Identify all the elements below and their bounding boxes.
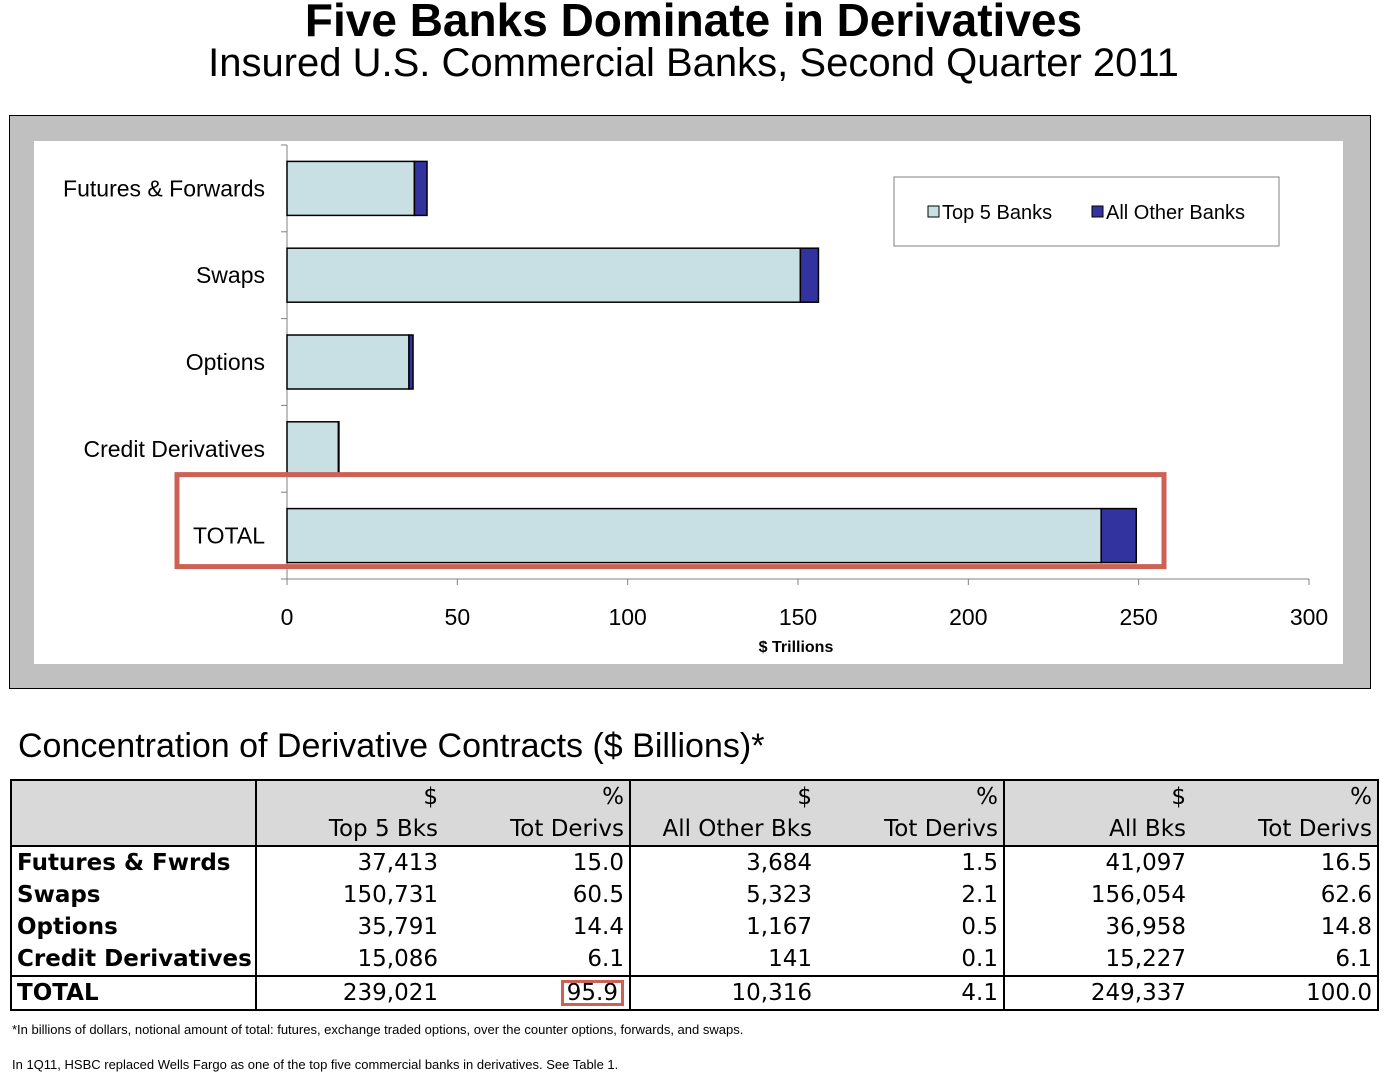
highlight-box: 95.9 [560,980,624,1006]
row-label: Swaps [10,879,257,911]
x-axis-title: $ Trillions [759,639,834,656]
bar-top5-banks [286,507,1102,564]
chart-title: Five Banks Dominate in Derivatives [304,0,1083,46]
chart-subtitle: Insured U.S. Commercial Banks, Second Qu… [208,41,1179,85]
legend-label: Top 5 Banks [942,202,1052,224]
header-cell: $ [630,779,817,813]
category-label: TOTAL [193,523,265,549]
table-row: Options 35,791 14.4 1,167 0.5 36,958 14.… [10,911,1379,943]
table-cell: 1.5 [817,846,1005,879]
header-cell: % [817,779,1005,813]
row-label: Futures & Fwrds [10,846,257,879]
footnote-1: *In billions of dollars, notional amount… [12,1022,744,1037]
table-cell: 62.6 [1191,879,1379,911]
row-label: Options [10,911,257,943]
chart-frame: 0 50 100 150 200 250 300 $ Trillions Futures & F… [9,115,1371,689]
table-cell: 0.1 [817,943,1005,976]
bar-top5-banks [286,247,802,303]
highlighted-cell: 95.9 [443,975,631,1011]
legend-swatch [1091,205,1104,218]
header-cell: Tot Derivs [443,813,631,847]
table-header-row-currency: $ % $ % $ % [10,779,1379,813]
x-tick-label: 50 [445,604,471,630]
table-cell: 156,054 [1090,882,1186,908]
table-cell: 60.5 [443,879,631,911]
table-cell: 15.0 [443,846,631,879]
table-cell: 15,227 [1105,946,1186,972]
category-label: Credit Derivatives [84,436,266,462]
table-cell: 6.1 [443,943,631,976]
x-tick-label: 0 [281,604,294,630]
table-cell: 141 [768,946,812,972]
table-cell: 1,167 [746,914,812,940]
x-tick-label: 200 [949,604,987,630]
table-cell: 36,958 [1105,914,1186,940]
table-cell: 15,086 [357,946,438,972]
bar-chart: 0 50 100 150 200 250 300 $ Trillions Futures & F… [34,141,1343,664]
row-label: Credit Derivatives [10,943,257,976]
table-cell: 6.1 [1191,943,1379,976]
header-cell: % [1191,779,1379,813]
table-cell: 10,316 [630,975,817,1011]
legend-label: All Other Banks [1106,202,1245,224]
row-label: TOTAL [10,975,257,1011]
table-cell: 5,323 [746,882,812,908]
table-cell: 239,021 [256,975,443,1011]
header-cell: All Bks [1004,813,1191,847]
x-tick-label: 300 [1290,604,1328,630]
table-row: Futures & Fwrds 37,413 15.0 3,684 1.5 41… [10,846,1379,879]
table-cell: 35,791 [357,914,438,940]
header-cell: $ [1004,779,1191,813]
footnote-2: In 1Q11, HSBC replaced Wells Fargo as on… [12,1057,619,1072]
table-header-row-labels: Top 5 Bks Tot Derivs All Other Bks Tot D… [10,813,1379,847]
header-cell: $ [256,779,443,813]
table-cell: 14.8 [1191,911,1379,943]
x-tick-label: 150 [779,604,817,630]
table-cell: 100.0 [1191,975,1379,1011]
table-total-row: TOTAL 239,021 95.9 10,316 4.1 249,337 10… [10,975,1379,1011]
table-cell: 150,731 [342,882,438,908]
header-cell: All Other Bks [630,813,817,847]
table-title: Concentration of Derivative Contracts ($… [18,727,765,765]
table-cell: 0.5 [817,911,1005,943]
table-cell: 41,097 [1105,850,1186,876]
bar-top5-banks [286,421,340,477]
table-cell: 249,337 [1004,975,1191,1011]
bar-all-other-banks [799,247,820,303]
table-cell: 3,684 [746,850,812,876]
table-cell: 2.1 [817,879,1005,911]
header-cell: Tot Derivs [1191,813,1379,847]
legend-box [893,176,1280,247]
table-row: Credit Derivatives 15,086 6.1 141 0.1 15… [10,943,1379,976]
header-cell [10,779,257,813]
category-label: Options [186,349,265,375]
bar-all-other-banks [1100,507,1138,564]
header-cell [10,813,257,847]
table-cell: 4.1 [817,975,1005,1011]
category-label: Swaps [196,262,265,288]
x-tick-label: 100 [608,604,646,630]
bar-all-other-banks [337,421,340,477]
bar-all-other-banks [408,334,414,390]
table-cell: 37,413 [357,850,438,876]
table-cell: 14.4 [443,911,631,943]
header-cell: Tot Derivs [817,813,1005,847]
header-cell: % [443,779,631,813]
total-highlight-box [174,472,1167,570]
legend-swatch [927,205,940,218]
bar-top5-banks [286,160,416,217]
derivatives-table: $ % $ % $ % Top 5 Bks Tot Derivs All Oth… [10,779,1379,1011]
table-row: Swaps 150,731 60.5 5,323 2.1 156,054 62.… [10,879,1379,911]
bar-top5-banks [286,334,410,390]
header-cell: Top 5 Bks [256,813,443,847]
bar-all-other-banks [413,160,428,217]
category-label: Futures & Forwards [63,175,265,201]
table-cell: 16.5 [1191,846,1379,879]
x-tick-label: 250 [1119,604,1157,630]
